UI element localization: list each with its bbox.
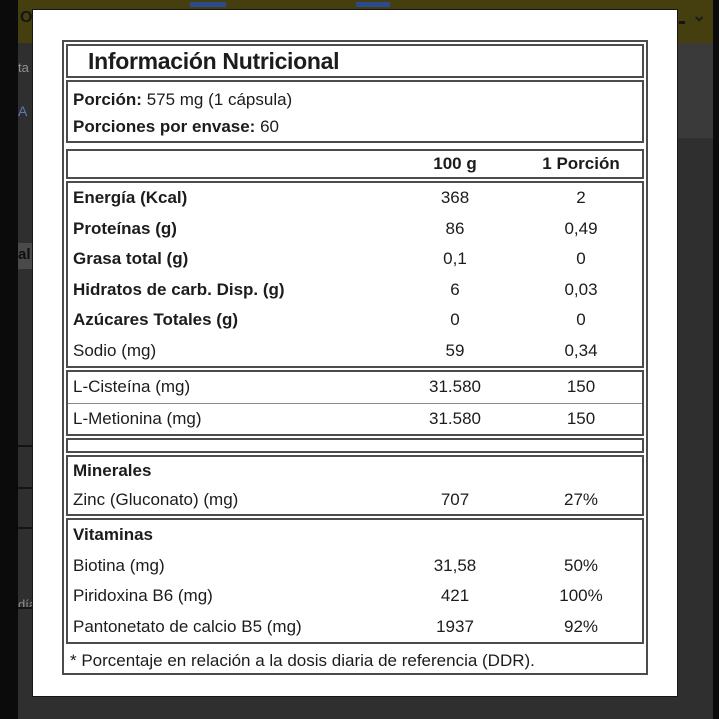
section-header-row: Minerales [68, 457, 642, 486]
row-portion [520, 520, 642, 551]
vitamins-section-title: Vitaminas [73, 525, 154, 544]
row-label: Proteínas (g) [73, 218, 177, 238]
sidebar-text-fragment: día [18, 597, 32, 612]
sidebar-divider [18, 527, 32, 529]
row-per100: 0 [450, 310, 460, 329]
table-row: Energía (Kcal) 368 2 [68, 183, 642, 214]
sidebar-divider [18, 487, 32, 489]
row-per100: 59 [445, 340, 465, 360]
servings-per-container-label: Porciones por envase: [73, 117, 256, 136]
row-label: Sodio (mg) [73, 340, 157, 360]
nutrition-modal: Información Nutricional Porción: 575 mg … [32, 9, 678, 697]
row-label: Hidratos de carb. Disp. (g) [73, 279, 285, 299]
table-row: Piridoxina B6 (mg) 421 100% [68, 581, 642, 612]
row-per100: 6 [450, 279, 460, 299]
row-per100: 0,1 [443, 249, 467, 268]
left-black-strip [0, 0, 18, 719]
row-portion: 0 [576, 249, 586, 268]
row-label: Pantonetato de calcio B5 (mg) [73, 616, 302, 636]
row-per100: 421 [440, 586, 470, 605]
table-row: Sodio (mg) 59 0,34 [68, 336, 642, 367]
serving-size-value: 575 mg (1 cápsula) [146, 90, 293, 109]
table-row: Zinc (Gluconato) (mg) 707 27% [68, 486, 642, 515]
serving-size-line: Porción: 575 mg (1 cápsula) [73, 86, 642, 113]
serving-size-label: Porción: [73, 90, 142, 109]
row-per100: 31,58 [433, 555, 477, 575]
nutrition-title-box: Información Nutricional [66, 44, 644, 78]
row-portion [520, 457, 642, 486]
row-label: Azúcares Totales (g) [73, 310, 239, 329]
row-portion: 0,34 [564, 340, 598, 360]
table-row: Proteínas (g) 86 0,49 [68, 214, 642, 245]
section-header-row: Vitaminas [68, 520, 642, 551]
chevron-down-icon[interactable]: ⌄ [692, 6, 707, 25]
row-label: Biotina (mg) [73, 555, 165, 575]
spacer-box [66, 438, 644, 453]
table-row: L-Metionina (mg) 31.580 150 [68, 402, 642, 435]
right-black-strip [713, 0, 719, 719]
row-portion: 0,49 [564, 218, 598, 238]
row-portion: 150 [566, 408, 596, 428]
sidebar-divider [18, 445, 32, 447]
row-per100 [390, 457, 520, 486]
row-portion: 2 [576, 188, 586, 207]
row-per100: 86 [445, 218, 465, 238]
sidebar-highlight-band [18, 243, 32, 269]
sidebar-divider [18, 607, 32, 609]
nutrition-table: Información Nutricional Porción: 575 mg … [62, 40, 648, 675]
servings-per-container-value: 60 [260, 117, 279, 136]
row-per100 [390, 520, 520, 551]
nutrition-title: Información Nutricional [88, 48, 340, 74]
row-per100: 31.580 [429, 408, 481, 428]
column-header-100g: 100 g [433, 154, 477, 173]
column-header-spacer [68, 151, 390, 177]
row-label: Piridoxina B6 (mg) [73, 586, 213, 605]
aminoacids-box: L-Cisteína (mg) 31.580 150 L-Metionina (… [66, 370, 644, 436]
row-portion: 0 [576, 310, 586, 329]
row-portion: 150 [566, 377, 596, 396]
row-per100: 707 [440, 489, 470, 509]
row-per100: 31.580 [429, 377, 481, 396]
minerals-section-title: Minerales [73, 461, 152, 480]
row-label: Energía (Kcal) [73, 188, 188, 207]
column-header-box: 100 g 1 Porción [66, 149, 644, 179]
table-row: Biotina (mg) 31,58 50% [68, 551, 642, 582]
table-row: L-Cisteína (mg) 31.580 150 [68, 372, 642, 403]
row-per100: 368 [440, 188, 470, 207]
row-label: L-Metionina (mg) [73, 408, 202, 428]
row-portion: 50% [563, 555, 599, 575]
servings-per-container-line: Porciones por envase: 60 [73, 113, 642, 140]
row-portion: 0,03 [564, 279, 598, 299]
row-label: L-Cisteína (mg) [73, 377, 191, 396]
table-row: Hidratos de carb. Disp. (g) 6 0,03 [68, 275, 642, 306]
macronutrients-box: Energía (Kcal) 368 2 Proteínas (g) 86 0,… [66, 181, 644, 368]
top-tab-icon[interactable] [356, 2, 390, 7]
row-portion: 92% [563, 616, 599, 636]
top-tab-icon[interactable] [190, 2, 226, 7]
background-panel [678, 43, 713, 138]
topbar-text-fragment: O [20, 9, 33, 26]
column-header-portion: 1 Porción [542, 154, 620, 173]
row-portion: 27% [563, 489, 599, 509]
ddr-footnote: * Porcentaje en relación a la dosis diar… [70, 651, 535, 670]
table-row: Grasa total (g) 0,1 0 [68, 244, 642, 275]
table-row: Pantonetato de calcio B5 (mg) 1937 92% [68, 612, 642, 643]
column-header-row: 100 g 1 Porción [68, 151, 642, 177]
serving-info-box: Porción: 575 mg (1 cápsula) Porciones po… [66, 80, 644, 143]
sidebar-text-fragment: al [18, 246, 31, 263]
table-row: Azúcares Totales (g) 0 0 [68, 305, 642, 336]
menu-dash-icon [679, 21, 685, 24]
row-label: Grasa total (g) [73, 249, 189, 268]
row-portion: 100% [559, 586, 603, 605]
minerals-box: Minerales Zinc (Gluconato) (mg) 707 27% [66, 455, 644, 516]
row-label: Zinc (Gluconato) (mg) [73, 489, 239, 509]
row-per100: 1937 [436, 616, 474, 636]
sidebar-text-fragment: ta [18, 60, 29, 75]
vitamins-box: Vitaminas Biotina (mg) 31,58 50% Piridox… [66, 518, 644, 644]
sidebar-link-fragment[interactable]: A [18, 103, 28, 119]
